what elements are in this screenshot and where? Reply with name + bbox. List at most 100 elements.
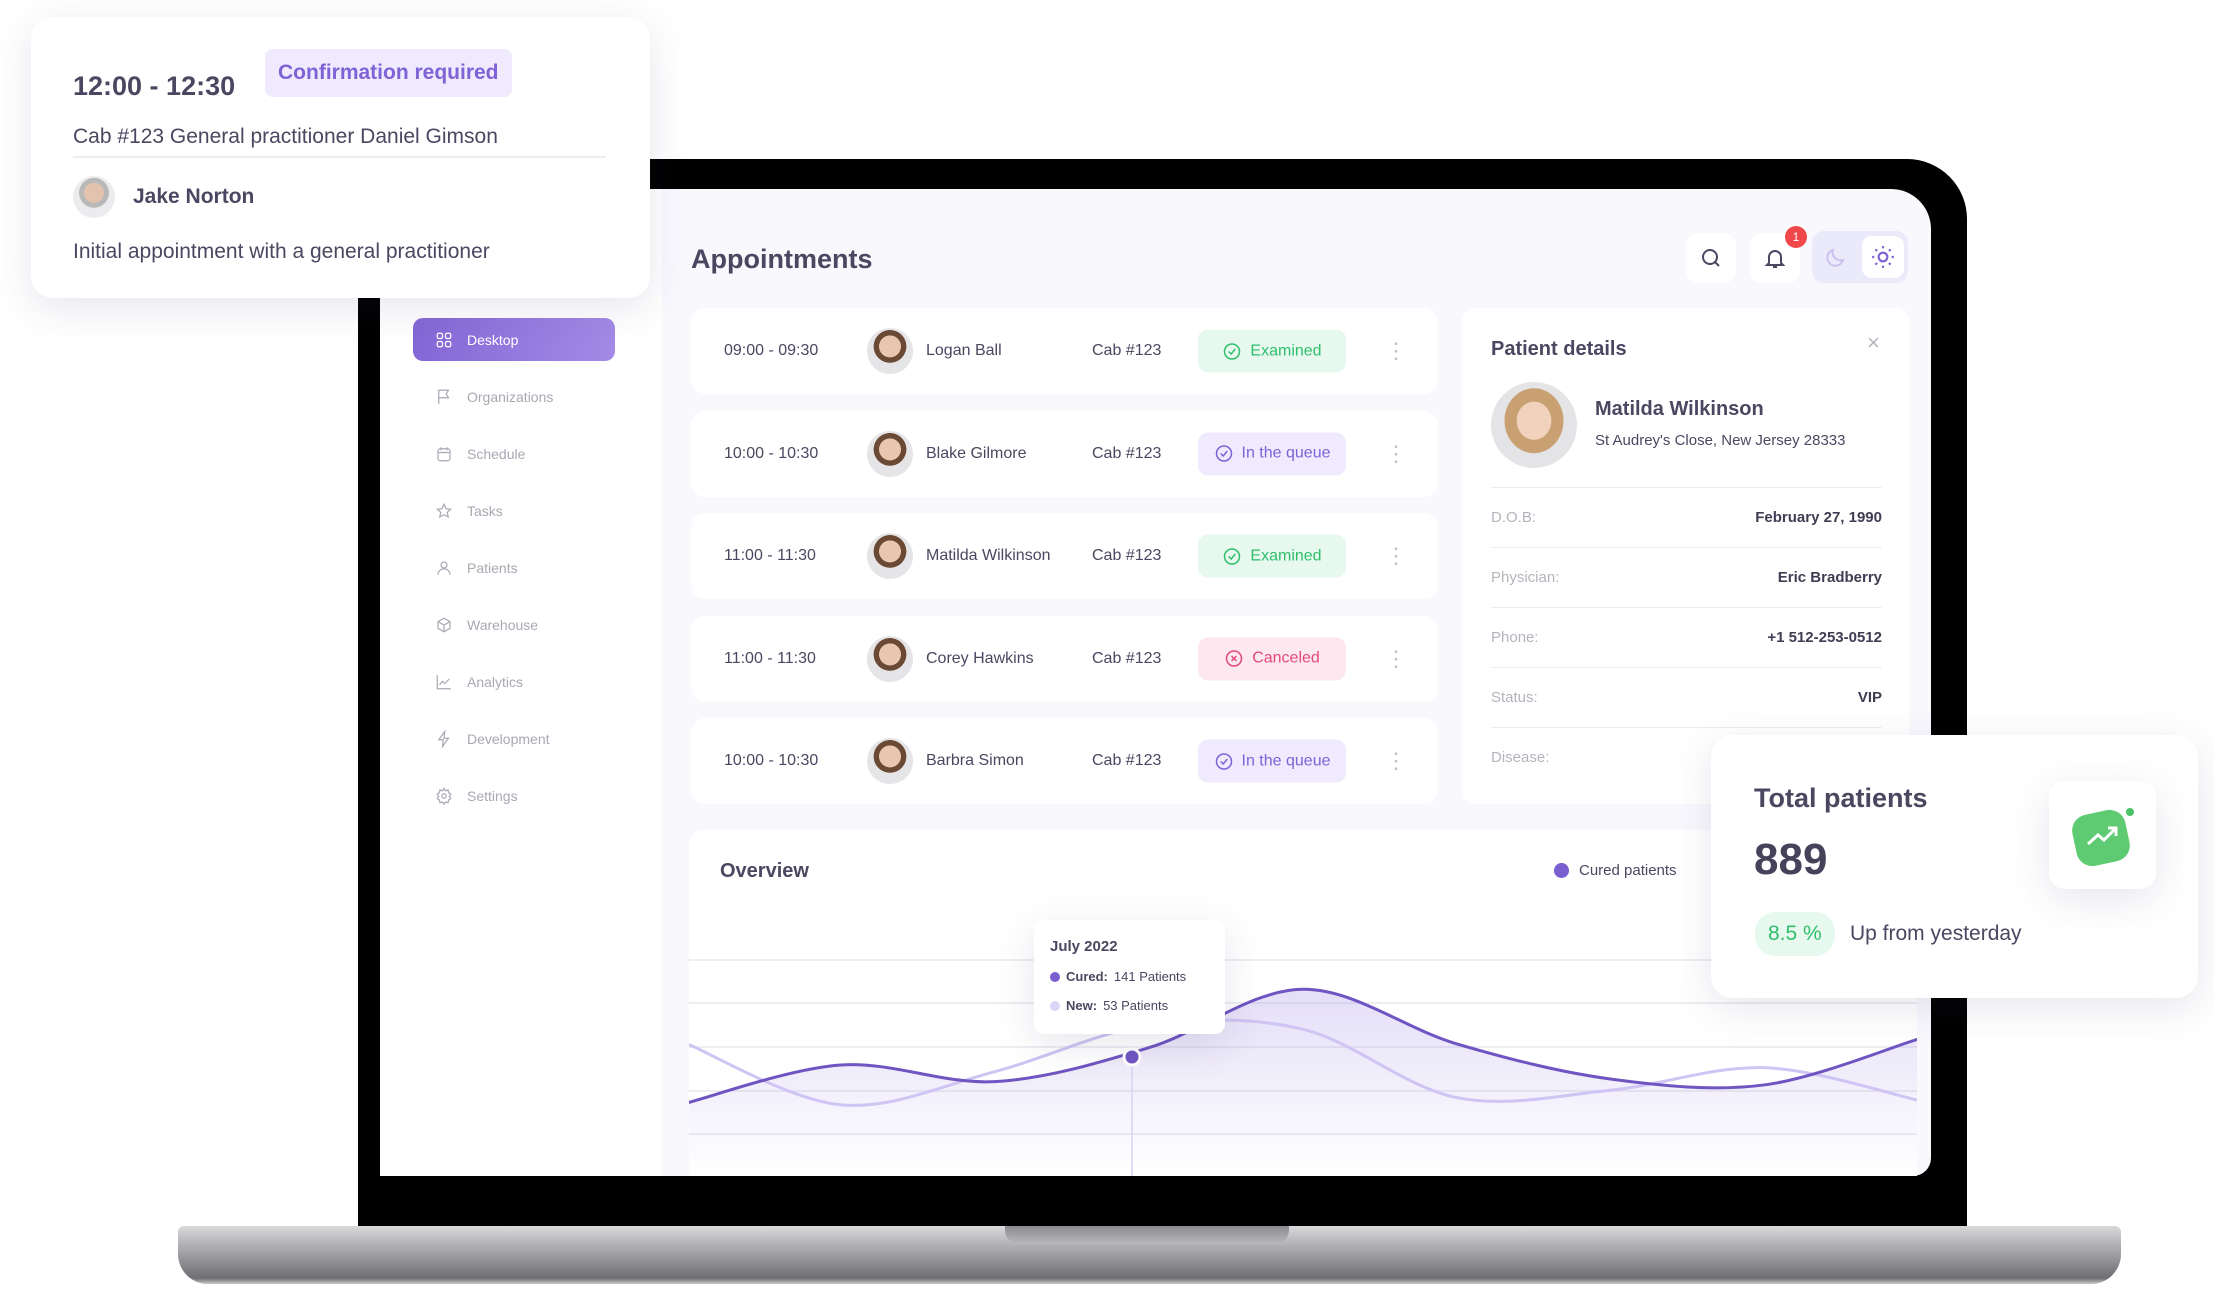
appointment-popup[interactable]: 12:00 - 12:30 Confirmation required Cab … bbox=[31, 17, 650, 298]
appointment-time: 10:00 - 10:30 bbox=[724, 444, 819, 462]
total-title: Total patients bbox=[1754, 783, 1928, 813]
field-label: Phone: bbox=[1491, 628, 1539, 646]
patient-avatar bbox=[867, 430, 913, 477]
notification-count-badge: 1 bbox=[1785, 226, 1807, 248]
grid-icon bbox=[436, 332, 452, 347]
field-value: February 27, 1990 bbox=[1755, 508, 1882, 526]
appointment-row[interactable]: 10:00 - 10:30 Blake Gilmore Cab #123 In the… bbox=[691, 410, 1438, 497]
appointment-row[interactable]: 10:00 - 10:30 Barbra Simon Cab #123 In the … bbox=[691, 718, 1438, 804]
sidebar-item-development[interactable]: Development bbox=[413, 717, 615, 760]
box-icon bbox=[437, 617, 451, 632]
close-icon[interactable]: × bbox=[1867, 330, 1880, 355]
more-options-icon[interactable]: ⋮ bbox=[1385, 645, 1407, 671]
patient-avatar bbox=[867, 328, 913, 374]
tooltip-new-label: New: bbox=[1066, 998, 1098, 1013]
bolt-icon bbox=[437, 729, 450, 748]
check-circle-icon bbox=[1224, 547, 1241, 565]
patient-name: Corey Hawkins bbox=[926, 649, 1034, 667]
sidebar-item-label: Schedule bbox=[467, 445, 526, 462]
star-icon bbox=[435, 502, 453, 518]
appointment-row[interactable]: 09:00 - 09:30 Logan Ball Cab #123 Examined ⋮ bbox=[691, 308, 1438, 394]
calendar-icon bbox=[437, 446, 451, 461]
sidebar-item-patients[interactable]: Patients bbox=[413, 546, 615, 589]
field-value: Eric Bradberry bbox=[1777, 568, 1882, 586]
change-badge: 8.5 % bbox=[1755, 912, 1835, 956]
total-value: 889 bbox=[1754, 835, 1828, 884]
trend-icon-box bbox=[2049, 781, 2156, 889]
field-label: D.O.B: bbox=[1491, 508, 1537, 526]
divider bbox=[1491, 727, 1882, 728]
confirmation-badge: Confirmation required bbox=[265, 49, 512, 97]
tooltip-title: July 2022 bbox=[1050, 938, 1118, 955]
x-circle-icon bbox=[1225, 650, 1243, 667]
patient-name: Logan Ball bbox=[926, 342, 1002, 359]
appointment-time: 11:00 - 11:30 bbox=[724, 649, 816, 667]
sidebar-item-label: Tasks bbox=[467, 502, 503, 519]
status-badge: Examined bbox=[1198, 329, 1346, 373]
status-label: In the queue bbox=[1241, 444, 1331, 462]
patient-avatar bbox=[867, 738, 913, 784]
more-options-icon[interactable]: ⋮ bbox=[1385, 543, 1407, 568]
sidebar-item-desktop[interactable]: Desktop bbox=[413, 318, 615, 361]
sidebar-item-settings[interactable]: Settings bbox=[413, 774, 615, 817]
user-icon bbox=[437, 560, 451, 575]
flag-icon bbox=[438, 389, 450, 404]
sun-icon bbox=[1872, 246, 1894, 268]
patient-field: Disease: bbox=[1491, 727, 1882, 787]
sidebar-item-analytics[interactable]: Analytics bbox=[413, 660, 615, 703]
patient-field: D.O.B: February 27, 1990 bbox=[1491, 487, 1882, 547]
sidebar-item-organizations[interactable]: Organizations bbox=[413, 375, 615, 418]
more-options-icon[interactable]: ⋮ bbox=[1385, 440, 1407, 466]
appointment-time: 11:00 - 11:30 bbox=[724, 547, 816, 564]
sidebar-item-warehouse[interactable]: Warehouse bbox=[413, 603, 615, 646]
status-label: Examined bbox=[1250, 342, 1322, 359]
cab-number: Cab #123 bbox=[1092, 752, 1162, 769]
popup-details: Cab #123 General practitioner Daniel Gim… bbox=[73, 125, 498, 148]
gear-icon bbox=[436, 786, 452, 805]
sidebar-item-label: Desktop bbox=[467, 331, 519, 348]
divider bbox=[73, 156, 606, 158]
sidebar-item-label: Patients bbox=[467, 559, 518, 576]
cab-number: Cab #123 bbox=[1092, 649, 1162, 667]
appointment-row[interactable]: 11:00 - 11:30 Matilda Wilkinson Cab #123 Ex… bbox=[691, 513, 1438, 599]
search-button[interactable] bbox=[1686, 233, 1736, 283]
moon-icon[interactable] bbox=[1824, 245, 1848, 269]
sidebar-item-label: Settings bbox=[467, 787, 518, 804]
appointment-time: 10:00 - 10:30 bbox=[724, 752, 819, 769]
overview-chart bbox=[689, 959, 1917, 1176]
divider bbox=[1491, 607, 1882, 608]
sidebar-item-tasks[interactable]: Tasks bbox=[413, 489, 615, 532]
theme-toggle[interactable] bbox=[1812, 231, 1908, 283]
popup-description: Initial appointment with a general pract… bbox=[73, 240, 490, 263]
page-title: Appointments bbox=[691, 244, 873, 274]
more-options-icon[interactable]: ⋮ bbox=[1385, 338, 1407, 363]
status-badge: Canceled bbox=[1198, 637, 1346, 680]
light-mode-button[interactable] bbox=[1862, 236, 1904, 278]
appointment-time: 09:00 - 09:30 bbox=[724, 342, 819, 359]
change-text: Up from yesterday bbox=[1850, 922, 2022, 945]
check-circle-icon bbox=[1224, 342, 1241, 360]
sidebar-item-label: Development bbox=[467, 730, 550, 747]
appointment-row[interactable]: 11:00 - 11:30 Corey Hawkins Cab #123 Cancel… bbox=[691, 615, 1438, 702]
patient-avatar bbox=[867, 635, 913, 682]
patient-details-panel: Patient details × Matilda Wilkinson St A… bbox=[1462, 308, 1910, 804]
check-circle-icon bbox=[1215, 445, 1232, 462]
new-dot bbox=[1050, 1000, 1060, 1011]
chart-tooltip: July 2022 Cured: 141 Patients New: 53 Pati… bbox=[1034, 920, 1225, 1034]
trend-up-icon bbox=[2071, 808, 2134, 867]
patient-avatar bbox=[1491, 382, 1577, 468]
patient-field: Physician: Eric Bradberry bbox=[1491, 547, 1882, 607]
status-badge: In the queue bbox=[1198, 432, 1346, 475]
patient-name: Matilda Wilkinson bbox=[1595, 398, 1764, 420]
more-options-icon[interactable]: ⋮ bbox=[1385, 748, 1407, 773]
bell-icon bbox=[1764, 250, 1786, 268]
patient-avatar bbox=[73, 176, 115, 218]
patient-name: Matilda Wilkinson bbox=[926, 547, 1051, 564]
field-label: Physician: bbox=[1491, 568, 1560, 586]
field-label: Status: bbox=[1491, 688, 1538, 706]
popup-patient-name: Jake Norton bbox=[133, 185, 255, 208]
overview-title: Overview bbox=[720, 860, 809, 882]
patient-address: St Audrey's Close, New Jersey 28333 bbox=[1595, 432, 1846, 449]
search-icon bbox=[1702, 249, 1720, 267]
sidebar-item-schedule[interactable]: Schedule bbox=[413, 432, 615, 475]
